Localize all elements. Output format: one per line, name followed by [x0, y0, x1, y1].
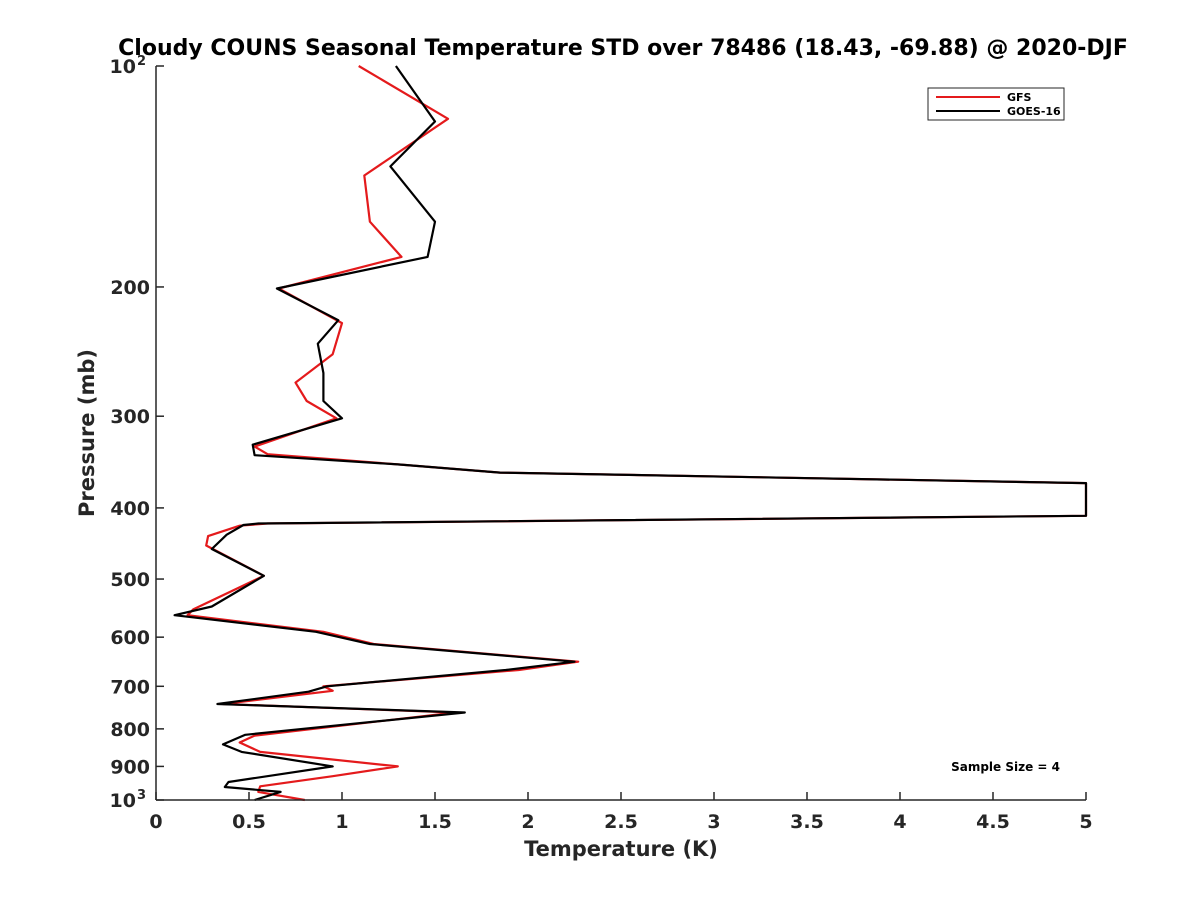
x-tick-label: 1.5	[418, 811, 452, 833]
y-tick-label: 900	[110, 756, 150, 778]
legend-label-gfs: GFS	[1007, 91, 1032, 104]
y-tick-exponent: 2	[137, 54, 146, 69]
y-tick-label: 200	[110, 277, 150, 299]
plot-area: 0 0.5 1 1.5 2 2.5 3 3.5 4 4.5 5 10 2200300400500600…	[110, 54, 1093, 833]
legend-label-goes16: GOES-16	[1007, 105, 1061, 118]
chart-title: Cloudy COUNS Seasonal Temperature STD ov…	[118, 36, 1128, 61]
x-tick-label: 0	[149, 811, 162, 833]
series-line-gfs	[186, 65, 1088, 802]
x-tick-label: 2	[521, 811, 534, 833]
y-tick-label: 700	[110, 676, 150, 698]
y-tick-label: 10	[110, 56, 136, 78]
x-tick-label: 2.5	[604, 811, 638, 833]
y-tick-label: 500	[110, 569, 150, 591]
x-tick-label: 5	[1079, 811, 1092, 833]
y-tick-label: 800	[110, 719, 150, 741]
y-axis-label: Pressure (mb)	[75, 349, 99, 517]
legend: GFS GOES-16	[927, 87, 1065, 121]
x-axis-label: Temperature (K)	[524, 837, 718, 861]
x-tick-label: 4.5	[976, 811, 1010, 833]
y-tick-label: 300	[110, 406, 150, 428]
x-tick-label: 4	[893, 811, 906, 833]
x-ticks: 0 0.5 1 1.5 2 2.5 3 3.5 4 4.5 5	[149, 792, 1093, 833]
x-tick-label: 0.5	[232, 811, 266, 833]
x-tick-label: 1	[335, 811, 348, 833]
y-tick-label: 10	[110, 790, 136, 812]
series-lines	[173, 65, 1088, 802]
y-tick-label: 600	[110, 627, 150, 649]
x-tick-label: 3.5	[790, 811, 824, 833]
x-tick-label: 3	[707, 811, 720, 833]
series-line-goes16	[173, 65, 1088, 802]
y-tick-exponent: 3	[137, 788, 146, 803]
y-tick-label: 400	[110, 498, 150, 520]
legend-box	[927, 87, 1065, 121]
sample-size-annotation: Sample Size = 4	[951, 760, 1060, 774]
